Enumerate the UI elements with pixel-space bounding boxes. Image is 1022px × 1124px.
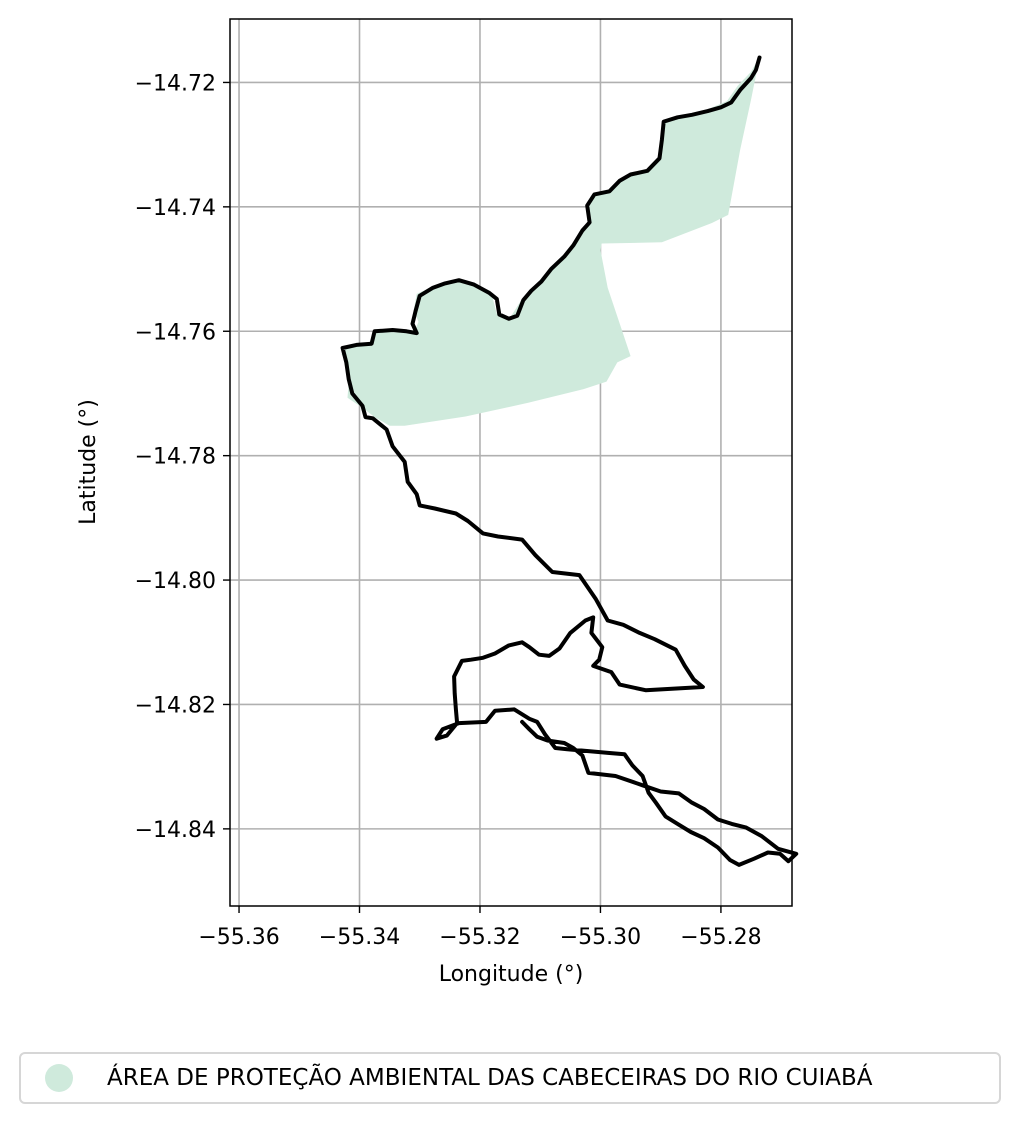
grid-lines [230, 19, 792, 906]
map-data [340, 55, 799, 867]
x-tick-label: −55.30 [560, 925, 641, 950]
axes-frame [229, 18, 793, 907]
legend-marker-icon [45, 1064, 73, 1092]
municipality-boundary-line [340, 55, 799, 867]
x-axis-ticks: −55.36 −55.34 −55.32 −55.30 −55.28 [198, 906, 762, 950]
y-tick-label: −14.80 [135, 569, 216, 594]
legend-label: ÁREA DE PROTEÇÃO AMBIENTAL DAS CABECEIRA… [107, 1065, 873, 1091]
y-axis-ticks: −14.72 −14.74 −14.76 −14.78 −14.80 −14.82 −14.… [135, 71, 230, 843]
x-tick-label: −55.34 [319, 925, 400, 950]
x-axis-title: Longitude (°) [439, 962, 584, 987]
y-tick-label: −14.74 [135, 196, 216, 221]
x-tick-label: −55.36 [198, 925, 279, 950]
y-tick-label: −14.78 [135, 445, 216, 470]
y-tick-label: −14.84 [135, 818, 216, 843]
legend: ÁREA DE PROTEÇÃO AMBIENTAL DAS CABECEIRA… [19, 1052, 1001, 1104]
x-tick-label: −55.28 [680, 925, 761, 950]
y-tick-label: −14.82 [135, 693, 216, 718]
protected-area-polygon [341, 57, 760, 426]
y-axis-title: Latitude (°) [76, 399, 101, 525]
y-tick-label: −14.72 [135, 71, 216, 96]
y-tick-label: −14.76 [135, 320, 216, 345]
x-tick-label: −55.32 [439, 925, 520, 950]
